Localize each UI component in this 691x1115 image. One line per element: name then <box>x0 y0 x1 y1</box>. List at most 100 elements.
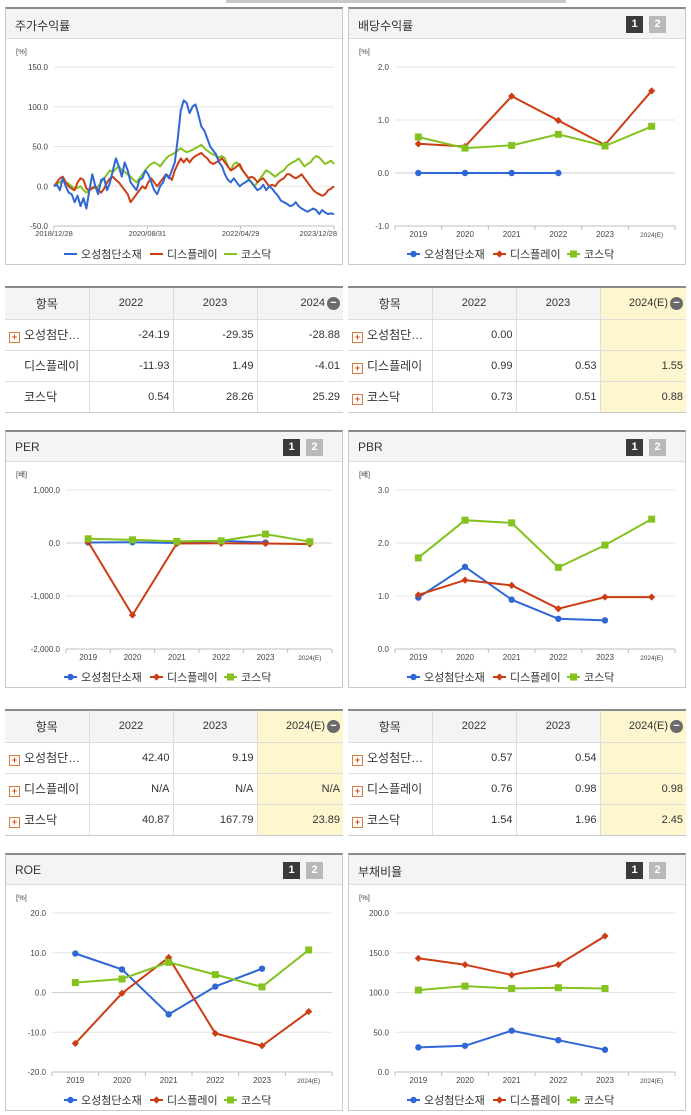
row-label[interactable]: + 코스닥 <box>348 804 432 835</box>
data-point <box>461 516 469 524</box>
cell: 0.54 <box>88 381 173 412</box>
cell: 0.00 <box>431 319 516 351</box>
legend-item[interactable]: 코스닥 <box>224 671 271 684</box>
legend-label: 디스플레이 <box>510 671 561 684</box>
y-tick-label: -2,000.0 <box>31 645 61 654</box>
page-1-button[interactable]: 1 <box>626 862 643 879</box>
series-0 <box>415 169 562 177</box>
legend-marker <box>67 673 74 681</box>
legend-marker <box>152 673 161 681</box>
cell <box>599 742 686 774</box>
per-table: 항목 2022 2023 2024(E) +오성첨단… 42.40 9.19 +… <box>5 709 343 836</box>
y-tick-label: -1.0 <box>375 222 389 231</box>
x-tick-label: 2019 <box>66 1076 84 1085</box>
expand-icon[interactable]: + <box>9 332 20 343</box>
legend-item[interactable]: 코스닥 <box>224 1094 271 1107</box>
expand-icon[interactable]: + <box>9 755 20 766</box>
data-point <box>71 1039 79 1047</box>
expand-icon[interactable]: + <box>352 394 363 406</box>
table-row: 디스플레이 -11.93 1.49 -4.01 <box>5 350 343 382</box>
legend-item[interactable]: 디스플레이 <box>493 248 561 261</box>
legend-marker <box>67 1096 74 1104</box>
data-point <box>258 1042 266 1050</box>
legend-item[interactable]: 디스플레이 <box>150 671 218 684</box>
legend-item[interactable]: 디스플레이 <box>150 1094 218 1107</box>
series-0 <box>415 1027 609 1053</box>
series-line <box>417 518 653 569</box>
legend-item[interactable]: 오성첨단소재 <box>407 1094 485 1107</box>
expand-icon[interactable]: + <box>9 786 20 797</box>
y-tick-label: 0.0 <box>49 539 61 548</box>
header-2024e: 2024(E) <box>599 711 686 743</box>
collapse-icon[interactable] <box>670 720 683 733</box>
legend-item[interactable]: 디스플레이 <box>493 1094 561 1107</box>
cell <box>256 742 343 774</box>
page-2-button[interactable]: 2 <box>649 439 666 456</box>
legend-item[interactable]: 오성첨단소재 <box>64 248 142 261</box>
row-label[interactable]: + 코스닥 <box>348 381 432 412</box>
series-1 <box>414 932 609 979</box>
expand-icon[interactable]: + <box>9 817 20 829</box>
row-label[interactable]: + 오성첨단… <box>5 742 89 774</box>
expand-icon[interactable]: + <box>352 332 363 343</box>
legend-item[interactable]: 오성첨단소재 <box>407 671 485 684</box>
data-point <box>305 946 313 954</box>
data-point <box>414 986 422 994</box>
expand-icon[interactable]: + <box>352 786 363 797</box>
legend-item[interactable]: 오성첨단소재 <box>64 1094 142 1107</box>
page-2-button[interactable]: 2 <box>649 862 666 879</box>
legend-item[interactable]: 디스플레이 <box>493 671 561 684</box>
row-label[interactable]: + 디스플레이 <box>348 773 432 805</box>
collapse-icon[interactable] <box>670 297 683 310</box>
y-tick-label: 100.0 <box>369 989 390 998</box>
row-label: 디스플레이 <box>5 350 89 382</box>
legend-marker <box>227 1096 234 1104</box>
legend-item[interactable]: 디스플레이 <box>150 248 218 261</box>
data-point <box>555 615 562 622</box>
page-1-button[interactable]: 1 <box>626 16 643 33</box>
legend-item[interactable]: 코스닥 <box>567 671 614 684</box>
legend-item[interactable]: 오성첨단소재 <box>64 671 142 684</box>
cell: 0.53 <box>515 350 600 382</box>
row-label[interactable]: + 오성첨단… <box>5 319 89 351</box>
collapse-icon[interactable] <box>327 720 340 733</box>
row-label[interactable]: + 디스플레이 <box>348 350 432 382</box>
data-point <box>414 954 422 962</box>
x-tick-label: 2024(E) <box>297 1078 320 1085</box>
collapse-icon[interactable] <box>327 297 340 310</box>
data-point <box>165 1011 172 1018</box>
row-label[interactable]: + 코스닥 <box>5 804 89 835</box>
row-label[interactable]: + 오성첨단… <box>348 742 432 774</box>
legend-item[interactable]: 코스닥 <box>567 1094 614 1107</box>
expand-icon[interactable]: + <box>352 363 363 374</box>
cell: 1.54 <box>431 804 516 835</box>
y-tick-label: 150.0 <box>369 949 390 958</box>
data-point <box>554 116 562 125</box>
page-1-button[interactable]: 1 <box>283 439 300 456</box>
series-line <box>75 949 310 988</box>
data-point <box>414 140 422 148</box>
page-2-button[interactable]: 2 <box>649 16 666 33</box>
row-label[interactable]: + 디스플레이 <box>5 773 89 805</box>
pbr-table: 항목 2022 2023 2024(E) +오성첨단… 0.57 0.54 +디… <box>348 709 686 836</box>
legend-item[interactable]: 오성첨단소재 <box>407 248 485 261</box>
row-label[interactable]: + 오성첨단… <box>348 319 432 351</box>
stock-return-table: 항목 2022 2023 2024 +오성첨단… -24.19 -29.35 -… <box>5 286 343 413</box>
data-point <box>508 596 515 603</box>
page-1-button[interactable]: 1 <box>626 439 643 456</box>
x-tick-label: 2023/12/28 <box>299 229 337 238</box>
legend-label: 코스닥 <box>584 671 614 684</box>
series-line <box>87 541 310 618</box>
legend-label: 디스플레이 <box>510 1094 561 1107</box>
page-2-button[interactable]: 2 <box>306 862 323 879</box>
stock-return-panel: 주가수익률 [%] 150.0 100.0 50.0 0.0 -50.0 2018/12/2… <box>5 7 343 265</box>
page-2-button[interactable]: 2 <box>306 439 323 456</box>
page-1-button[interactable]: 1 <box>283 862 300 879</box>
y-tick-label: 0.0 <box>378 645 390 654</box>
legend-item[interactable]: 코스닥 <box>567 248 614 261</box>
expand-icon[interactable]: + <box>352 817 363 829</box>
legend-item[interactable]: 코스닥 <box>224 248 271 261</box>
data-point <box>118 975 126 983</box>
data-point <box>258 983 266 991</box>
expand-icon[interactable]: + <box>352 755 363 766</box>
